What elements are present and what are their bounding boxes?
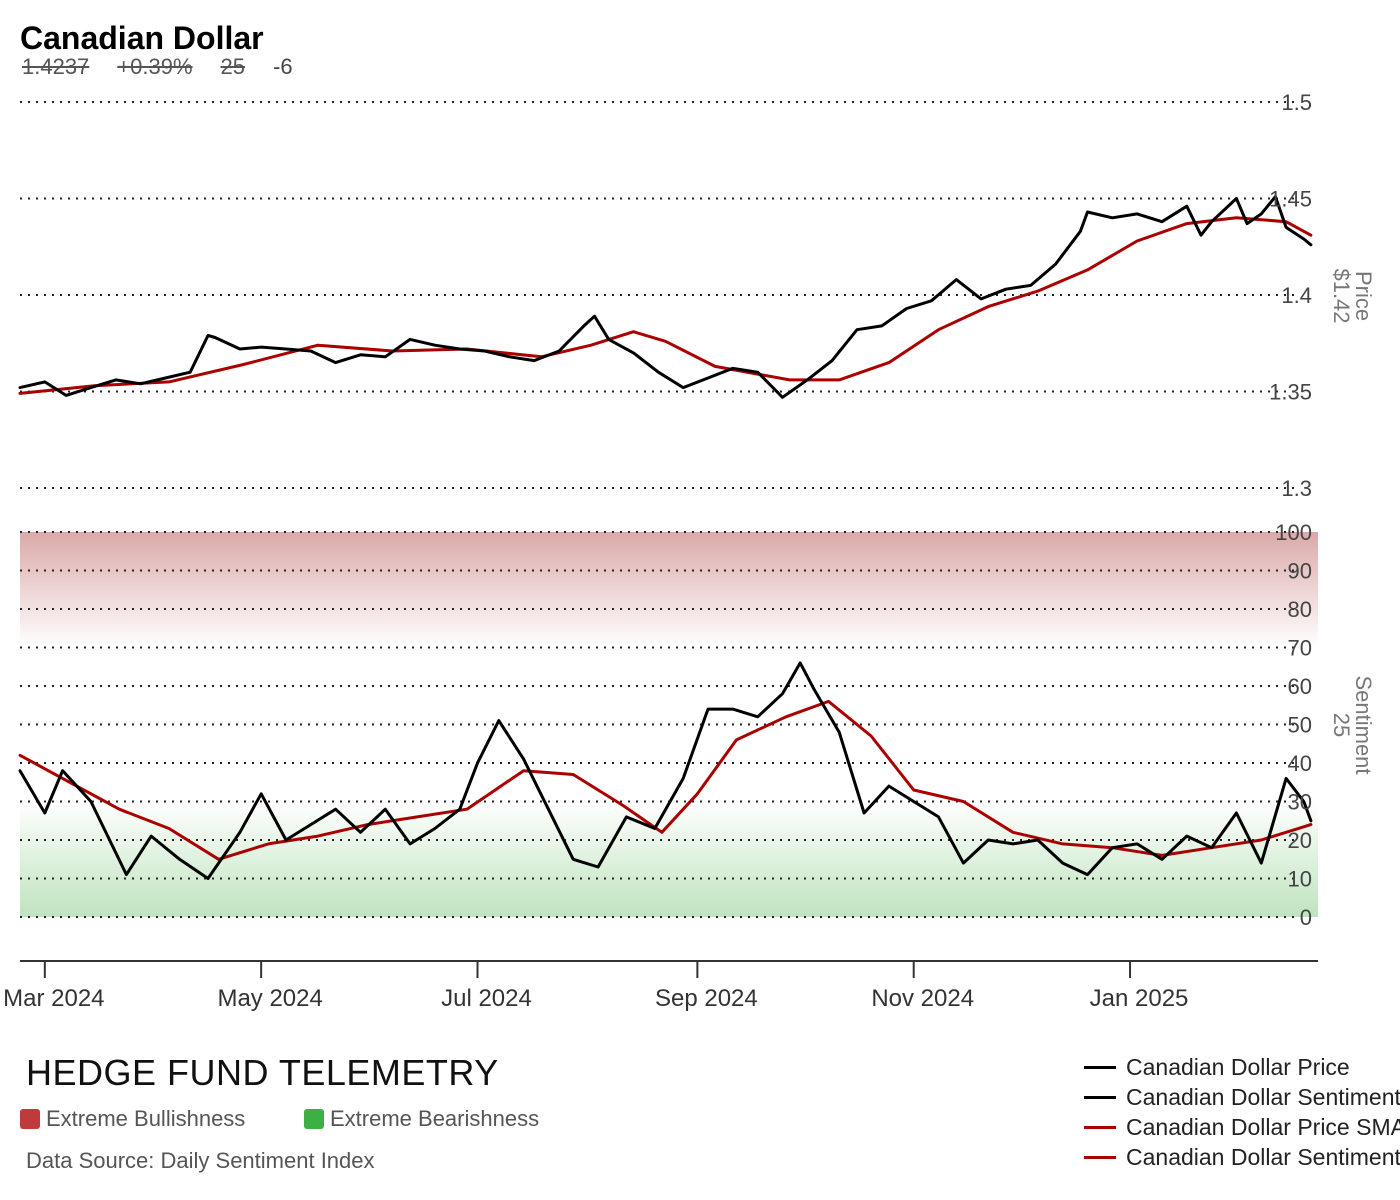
sentiment-tick-label: 90: [1288, 559, 1312, 584]
legend-line: [1084, 1155, 1116, 1159]
sentiment-tick-label: 70: [1288, 636, 1312, 661]
sentiment-tick-label: 50: [1288, 713, 1312, 738]
price-tick-label: 1.4: [1281, 283, 1312, 308]
chart-title: Canadian Dollar: [20, 20, 264, 56]
sentiment-tick-label: 60: [1288, 674, 1312, 699]
legend-line: [1084, 1095, 1116, 1099]
series-legend: Canadian Dollar Price Canadian Dollar Se…: [1084, 1052, 1400, 1172]
x-tick-label: Mar 2024: [3, 985, 104, 1012]
legend-item[interactable]: Canadian Dollar Sentiment SMA: [1084, 1142, 1400, 1172]
legend-line: [1084, 1125, 1116, 1129]
sentiment-sma-line: [18, 699, 1313, 861]
sentiment-value: 25: [220, 54, 246, 79]
legend-item[interactable]: Canadian Dollar Price SMA: [1084, 1112, 1400, 1142]
legend-item[interactable]: Canadian Dollar Sentiment: [1084, 1082, 1400, 1112]
data-source: Data Source: Daily Sentiment Index: [26, 1148, 375, 1173]
legend-label: Canadian Dollar Price: [1126, 1053, 1350, 1080]
price-tick-label: 1.5: [1281, 90, 1312, 115]
x-tick-label: Sep 2024: [655, 985, 758, 1012]
header-stats: 1.4237 +0.39% 25 -6: [22, 54, 321, 80]
price-line: [18, 195, 1313, 399]
legend-label: Canadian Dollar Price SMA: [1126, 1113, 1400, 1140]
price-tick-label: 1.35: [1269, 380, 1312, 405]
bearish-key-label: Extreme Bearishness: [330, 1106, 540, 1131]
bullish-swatch: [20, 1109, 40, 1129]
sentiment-line: [18, 661, 1313, 880]
legend-label: Canadian Dollar Sentiment SMA: [1126, 1143, 1400, 1170]
sentiment-axis-value: 25: [1329, 713, 1354, 737]
bearish-key: Extreme Bearishness: [304, 1106, 539, 1132]
sentiment-tick-label: 10: [1288, 867, 1312, 892]
legend-label: Canadian Dollar Sentiment: [1126, 1083, 1400, 1110]
sentiment-tick-label: 30: [1288, 790, 1312, 815]
sentiment-tick-label: 40: [1288, 751, 1312, 776]
sentiment-tick-label: 0: [1300, 905, 1312, 930]
x-tick-label: Jan 2025: [1090, 985, 1189, 1012]
sentiment-tick-label: 100: [1275, 520, 1312, 545]
bullish-key-label: Extreme Bullishness: [46, 1106, 246, 1131]
extreme-bullish-band: [20, 532, 1318, 648]
price-change: +0.39%: [117, 54, 193, 79]
sentiment-axis-title: Sentiment: [1351, 675, 1376, 774]
x-tick-label: Jul 2024: [441, 985, 532, 1012]
price-sma-line: [18, 216, 1313, 395]
extreme-bearish-band: [20, 801, 1318, 917]
sentiment-change: -6: [273, 54, 293, 79]
legend-line: [1084, 1065, 1116, 1069]
brand-name: HEDGE FUND TELEMETRY: [26, 1052, 499, 1093]
x-tick-label: May 2024: [217, 985, 322, 1012]
price-tick-label: 1.3: [1281, 476, 1312, 501]
sentiment-tick-label: 20: [1288, 828, 1312, 853]
price-tick-label: 1.45: [1269, 187, 1312, 212]
sentiment-tick-label: 80: [1288, 597, 1312, 622]
price-axis-title: Price: [1351, 271, 1376, 321]
price-value: 1.4237: [22, 54, 90, 79]
x-tick-label: Nov 2024: [871, 985, 974, 1012]
bearish-swatch: [304, 1109, 324, 1129]
price-axis-value: $1.42: [1329, 268, 1354, 323]
bullish-key: Extreme Bullishness: [20, 1106, 245, 1132]
legend-item[interactable]: Canadian Dollar Price: [1084, 1052, 1400, 1082]
